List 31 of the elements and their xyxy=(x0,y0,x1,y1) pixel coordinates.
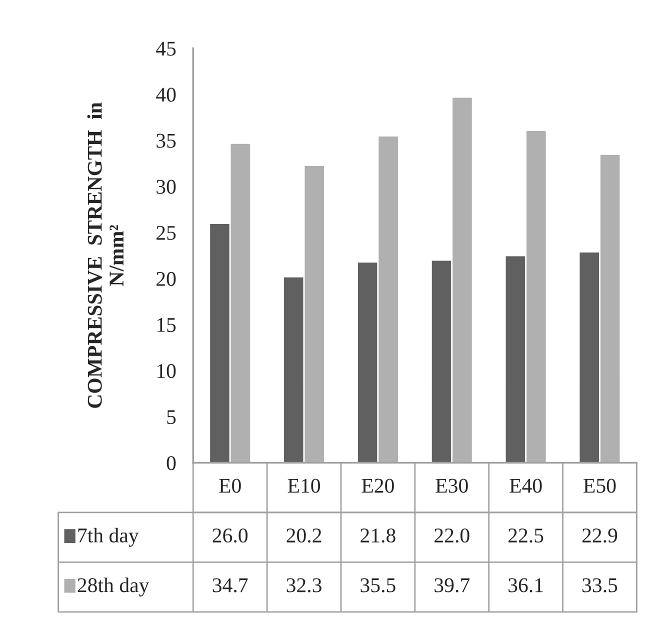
y-tick-label: 0 xyxy=(166,456,176,470)
data-label: 36.1 xyxy=(508,578,543,592)
data-label: 26.0 xyxy=(212,528,248,543)
x-tick-label: E0 xyxy=(219,478,241,493)
data-label: 34.7 xyxy=(212,578,248,592)
data-label: 22.0 xyxy=(434,528,470,543)
y-tick-label: 25 xyxy=(156,226,176,240)
y-tick-label: 35 xyxy=(156,134,176,148)
legend-label: 28th day xyxy=(78,578,150,597)
data-label: 22.9 xyxy=(582,528,618,543)
data-label: 35.5 xyxy=(360,578,396,592)
y-tick-label: 30 xyxy=(156,180,176,194)
data-label: 39.7 xyxy=(434,578,470,592)
y-tick-label: 10 xyxy=(157,364,176,378)
y-tick-label: 40 xyxy=(156,88,176,102)
data-label: 33.5 xyxy=(582,578,618,592)
data-label: 21.8 xyxy=(360,528,396,543)
x-tick-label: E50 xyxy=(584,478,616,493)
y-tick-label: 45 xyxy=(156,42,176,56)
data-label: 20.2 xyxy=(286,528,322,543)
y-axis-title: COMPRESSIVE STRENGTH in N/mm² xyxy=(87,102,124,408)
data-label: 32.3 xyxy=(286,578,322,592)
data-label: 22.5 xyxy=(508,528,544,543)
x-tick-label: E20 xyxy=(362,478,394,493)
y-tick-label: 20 xyxy=(156,272,176,286)
y-tick-label: 5 xyxy=(167,410,176,424)
x-tick-label: E10 xyxy=(288,478,320,493)
x-tick-label: E40 xyxy=(510,478,542,493)
legend-label: 7th day xyxy=(78,528,139,547)
x-tick-label: E30 xyxy=(436,478,468,493)
y-tick-label: 15 xyxy=(157,318,176,332)
